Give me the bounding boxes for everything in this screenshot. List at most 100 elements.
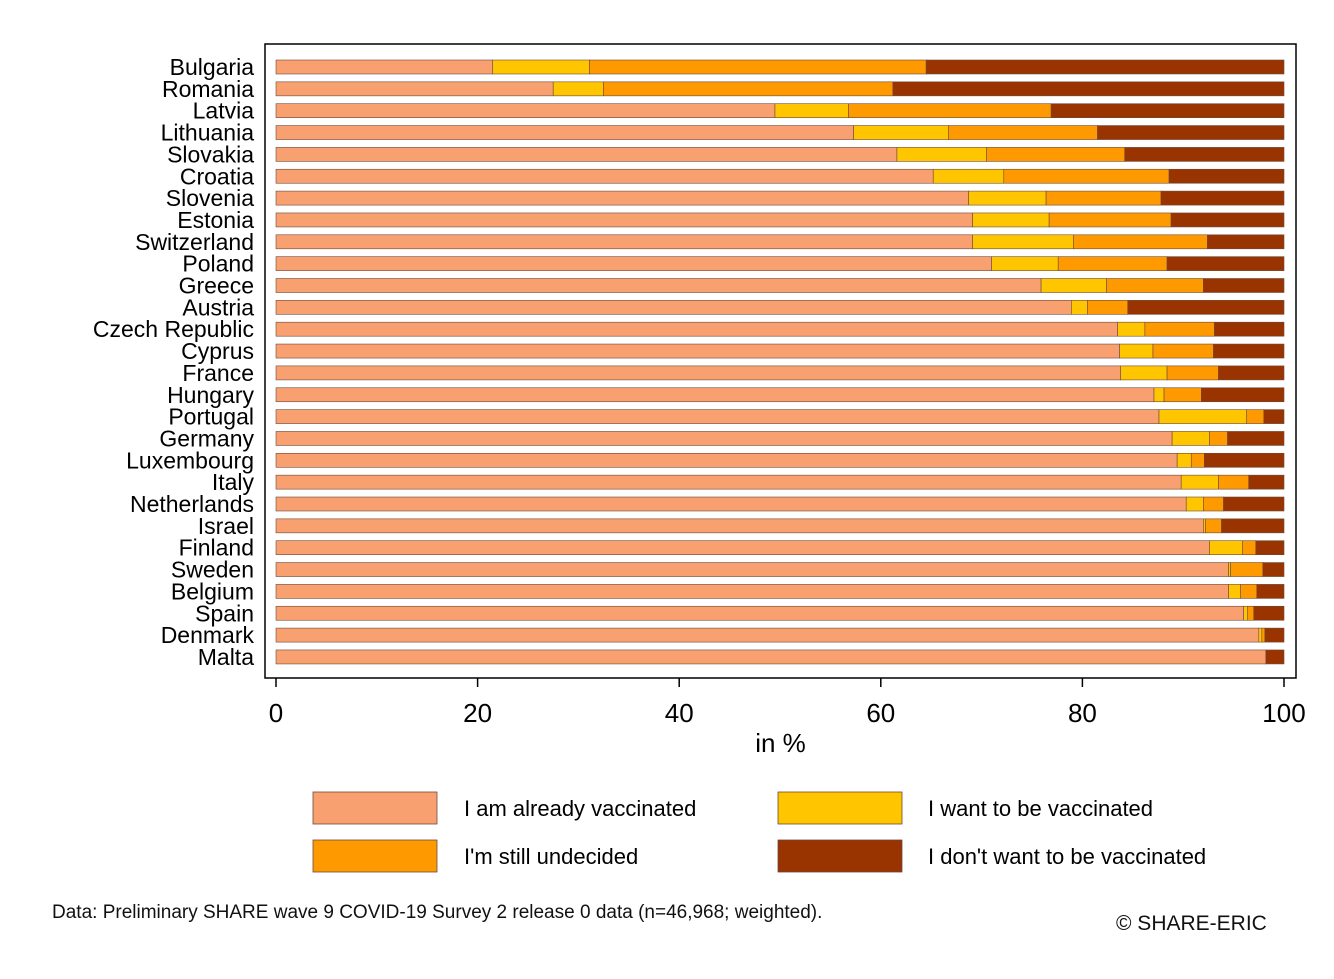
category-label-greece: Greece <box>179 273 254 299</box>
bar-czech-republic-i-m-still-undecided <box>1144 321 1215 337</box>
bar-finland-i-am-already-vaccinated <box>275 540 1210 556</box>
bar-sweden-i-am-already-vaccinated <box>275 562 1229 577</box>
bar-romania-i-don-t-want-to-be-vaccinated <box>892 81 1285 97</box>
category-label-austria: Austria <box>182 294 254 320</box>
bar-greece-i-want-to-be-vaccinated <box>1040 278 1107 293</box>
bar-slovakia-i-am-already-vaccinated <box>275 147 898 162</box>
bar-poland-i-want-to-be-vaccinated <box>991 256 1059 271</box>
bar-bulgaria-i-m-still-undecided <box>589 59 927 75</box>
bar-lithuania-i-am-already-vaccinated <box>275 125 854 140</box>
bar-italy-i-am-already-vaccinated <box>275 474 1182 490</box>
bar-czech-republic-i-am-already-vaccinated <box>275 321 1118 337</box>
bar-france-i-want-to-be-vaccinated <box>1120 365 1168 381</box>
bar-austria-i-want-to-be-vaccinated <box>1071 300 1088 315</box>
bar-cyprus-i-want-to-be-vaccinated <box>1119 343 1154 359</box>
bar-netherlands-i-want-to-be-vaccinated <box>1185 496 1204 512</box>
bar-israel-i-am-already-vaccinated <box>275 518 1204 534</box>
category-label-bulgaria: Bulgaria <box>170 54 255 80</box>
bar-italy-i-don-t-want-to-be-vaccinated <box>1248 474 1285 490</box>
bar-netherlands-i-m-still-undecided <box>1203 496 1224 512</box>
bar-poland-i-m-still-undecided <box>1057 256 1168 271</box>
bar-romania-i-want-to-be-vaccinated <box>552 81 604 97</box>
bar-portugal-i-am-already-vaccinated <box>275 409 1160 424</box>
bar-austria-i-m-still-undecided <box>1087 300 1129 315</box>
x-axis-label: in % <box>755 728 806 758</box>
bar-netherlands-i-am-already-vaccinated <box>275 496 1187 512</box>
legend-swatch-i-don-t-want-to-be-vaccinated <box>777 839 903 873</box>
bar-belgium-i-m-still-undecided <box>1240 584 1258 599</box>
bar-spain-i-don-t-want-to-be-vaccinated <box>1253 605 1285 621</box>
bar-hungary-i-want-to-be-vaccinated <box>1153 387 1165 403</box>
x-tick-label-0: 0 <box>269 698 283 728</box>
x-tick-label-80: 80 <box>1068 698 1097 728</box>
bar-slovenia-i-want-to-be-vaccinated <box>968 190 1047 206</box>
bar-sweden-i-don-t-want-to-be-vaccinated <box>1262 562 1285 577</box>
bar-greece-i-m-still-undecided <box>1106 278 1204 293</box>
bar-estonia-i-m-still-undecided <box>1048 212 1172 228</box>
bar-luxembourg-i-want-to-be-vaccinated <box>1176 452 1192 468</box>
bar-czech-republic-i-don-t-want-to-be-vaccinated <box>1214 321 1285 337</box>
category-label-switzerland: Switzerland <box>135 229 254 255</box>
bar-italy-i-want-to-be-vaccinated <box>1180 474 1219 490</box>
bar-cyprus-i-am-already-vaccinated <box>275 343 1120 359</box>
legend-label-i-want-to-be-vaccinated: I want to be vaccinated <box>928 796 1153 821</box>
bar-germany-i-don-t-want-to-be-vaccinated <box>1227 431 1285 446</box>
bar-finland-i-m-still-undecided <box>1242 540 1257 556</box>
bar-belgium-i-want-to-be-vaccinated <box>1228 584 1241 599</box>
category-label-czech-republic: Czech Republic <box>93 316 254 342</box>
bar-spain-i-am-already-vaccinated <box>275 605 1244 621</box>
bar-lithuania-i-m-still-undecided <box>948 125 1098 140</box>
bar-cyprus-i-m-still-undecided <box>1152 343 1214 359</box>
bar-hungary-i-am-already-vaccinated <box>275 387 1155 403</box>
category-label-croatia: Croatia <box>180 163 254 189</box>
legend-label-i-m-still-undecided: I'm still undecided <box>464 844 638 869</box>
bar-latvia-i-want-to-be-vaccinated <box>774 103 849 118</box>
category-label-denmark: Denmark <box>161 622 255 648</box>
copyright-notice: © SHARE-ERIC <box>1116 912 1267 935</box>
category-label-finland: Finland <box>179 535 254 561</box>
category-label-germany: Germany <box>159 425 254 451</box>
bar-denmark-i-don-t-want-to-be-vaccinated <box>1264 627 1285 643</box>
bar-israel-i-m-still-undecided <box>1205 518 1222 534</box>
x-tick-label-40: 40 <box>665 698 694 728</box>
bar-greece-i-don-t-want-to-be-vaccinated <box>1203 278 1285 293</box>
bar-switzerland-i-don-t-want-to-be-vaccinated <box>1207 234 1285 250</box>
bar-sweden-i-want-to-be-vaccinated <box>1228 562 1231 577</box>
bar-estonia-i-am-already-vaccinated <box>275 212 973 228</box>
bar-lithuania-i-want-to-be-vaccinated <box>853 125 949 140</box>
bar-netherlands-i-don-t-want-to-be-vaccinated <box>1223 496 1285 512</box>
bar-estonia-i-don-t-want-to-be-vaccinated <box>1170 212 1285 228</box>
bar-portugal-i-m-still-undecided <box>1246 409 1265 424</box>
category-label-italy: Italy <box>212 469 255 495</box>
bar-romania-i-m-still-undecided <box>603 81 894 97</box>
bar-luxembourg-i-don-t-want-to-be-vaccinated <box>1204 452 1285 468</box>
category-label-romania: Romania <box>162 76 254 102</box>
bar-estonia-i-want-to-be-vaccinated <box>972 212 1050 228</box>
category-label-malta: Malta <box>198 644 254 670</box>
category-label-slovenia: Slovenia <box>166 185 254 211</box>
bar-poland-i-don-t-want-to-be-vaccinated <box>1166 256 1285 271</box>
bar-finland-i-don-t-want-to-be-vaccinated <box>1255 540 1285 556</box>
bar-slovakia-i-don-t-want-to-be-vaccinated <box>1124 147 1285 162</box>
bar-france-i-m-still-undecided <box>1166 365 1219 381</box>
bar-spain-i-want-to-be-vaccinated <box>1243 605 1249 621</box>
bar-romania-i-am-already-vaccinated <box>275 81 554 97</box>
bar-germany-i-am-already-vaccinated <box>275 431 1173 446</box>
bar-croatia-i-don-t-want-to-be-vaccinated <box>1168 168 1285 184</box>
bar-slovakia-i-want-to-be-vaccinated <box>896 147 987 162</box>
bar-portugal-i-want-to-be-vaccinated <box>1158 409 1248 424</box>
legend-swatch-i-am-already-vaccinated <box>312 791 438 825</box>
bar-switzerland-i-m-still-undecided <box>1073 234 1208 250</box>
category-label-luxembourg: Luxembourg <box>126 447 254 473</box>
bar-sweden-i-m-still-undecided <box>1230 562 1264 577</box>
category-label-estonia: Estonia <box>177 207 254 233</box>
bar-slovenia-i-m-still-undecided <box>1045 190 1162 206</box>
legend-swatch-i-want-to-be-vaccinated <box>777 791 903 825</box>
bar-croatia-i-m-still-undecided <box>1003 168 1170 184</box>
bar-latvia-i-don-t-want-to-be-vaccinated <box>1050 103 1285 118</box>
bar-slovakia-i-m-still-undecided <box>986 147 1126 162</box>
x-tick-label-100: 100 <box>1262 698 1305 728</box>
category-label-belgium: Belgium <box>171 578 254 604</box>
category-label-latvia: Latvia <box>193 98 255 124</box>
bar-czech-republic-i-want-to-be-vaccinated <box>1117 321 1146 337</box>
